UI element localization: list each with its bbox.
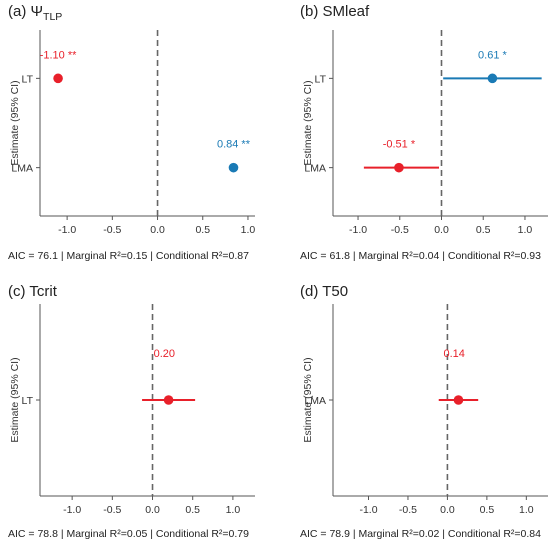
x-tick-label: 0.0 xyxy=(145,504,160,516)
y-tick-label: LMA xyxy=(304,163,326,175)
estimate-point xyxy=(487,73,498,84)
estimate-point xyxy=(394,162,404,173)
y-tick-label: LT xyxy=(22,73,34,85)
x-tick-label: -0.5 xyxy=(103,224,121,236)
estimate-label: 0.84 ** xyxy=(217,139,251,151)
panel-title-subscript: TLP xyxy=(43,11,62,23)
y-axis-label: Estimate (95% CI) xyxy=(302,357,314,442)
panel-c: (c) Tcrit Estimate (95% CI) -1.0 -0.5 0.0 0.5… xyxy=(8,283,255,540)
estimate-point xyxy=(228,162,239,173)
x-tick-label: 0.5 xyxy=(185,504,200,516)
panel-a: (a) ΨTLP Estimate (95% CI) -1.0 -0.5 0.0 0.5 1… xyxy=(8,3,255,262)
panel-d: (d) T50 Estimate (95% CI) -1.0 -0.5 0.0 0.5 1.… xyxy=(300,283,548,540)
y-tick-label: LMA xyxy=(11,163,33,175)
estimate-point xyxy=(163,395,174,405)
x-tick-label: -1.0 xyxy=(63,504,81,516)
panel-title: (b) SMleaf xyxy=(300,3,370,20)
x-tick-label: 0.5 xyxy=(195,224,210,236)
x-tick-label: 1.0 xyxy=(226,504,241,516)
x-tick-label: -1.0 xyxy=(349,224,367,236)
x-tick-label: 0.5 xyxy=(476,224,491,236)
y-axis-label: Estimate (95% CI) xyxy=(9,80,21,165)
estimate-label: -1.10 ** xyxy=(40,49,77,61)
estimate-point xyxy=(453,395,464,405)
y-axis-label: Estimate (95% CI) xyxy=(302,80,314,165)
x-tick-label: -1.0 xyxy=(359,504,377,516)
x-tick-label: 0.5 xyxy=(480,504,495,516)
panel-b: (b) SMleaf Estimate (95% CI) -1.0 -0.5 0.0 0.… xyxy=(300,3,548,262)
x-tick-label: 1.0 xyxy=(241,224,256,236)
estimate-label: -0.51 * xyxy=(383,139,416,151)
estimate-label: 0.20 xyxy=(154,348,175,360)
model-fit-footer: AIC = 61.8 | Marginal R²=0.04 | Conditio… xyxy=(300,250,541,262)
x-tick-label: 0.0 xyxy=(150,224,165,236)
panel-title: (a) ΨTLP xyxy=(8,3,62,23)
x-tick-label: 0.0 xyxy=(434,224,449,236)
x-tick-label: -0.5 xyxy=(103,504,121,516)
y-tick-label: LT xyxy=(22,395,34,407)
model-fit-footer: AIC = 78.8 | Marginal R²=0.05 | Conditio… xyxy=(8,528,249,540)
x-tick-label: -0.5 xyxy=(399,504,417,516)
y-axis-label: Estimate (95% CI) xyxy=(9,357,21,442)
x-tick-label: -1.0 xyxy=(58,224,76,236)
panel-title: (d) T50 xyxy=(300,283,348,300)
estimate-point xyxy=(53,73,63,84)
x-tick-label: 0.0 xyxy=(440,504,455,516)
model-fit-footer: AIC = 76.1 | Marginal R²=0.15 | Conditio… xyxy=(8,250,249,262)
estimate-label: 0.61 * xyxy=(478,49,507,61)
panel-title: (c) Tcrit xyxy=(8,283,58,300)
estimate-label: 0.14 xyxy=(443,348,464,360)
x-tick-label: -0.5 xyxy=(391,224,409,236)
y-tick-label: LMA xyxy=(304,395,326,407)
y-tick-label: LT xyxy=(315,73,327,85)
model-fit-footer: AIC = 78.9 | Marginal R²=0.02 | Conditio… xyxy=(300,528,541,540)
x-tick-label: 1.0 xyxy=(519,504,534,516)
x-tick-label: 1.0 xyxy=(518,224,533,236)
